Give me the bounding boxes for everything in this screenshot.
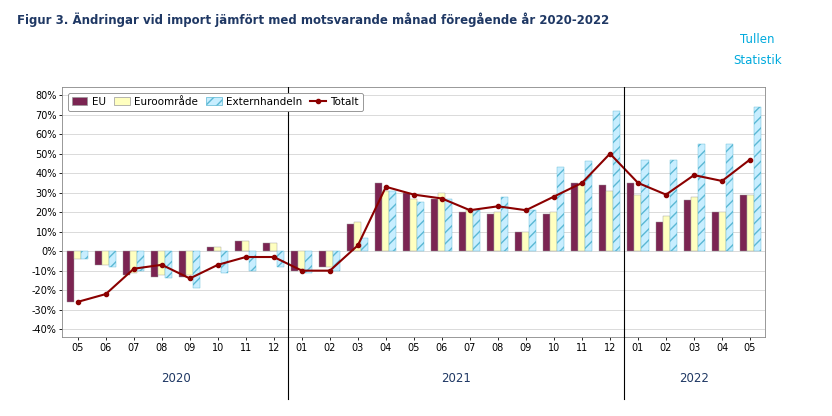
Bar bbox=[404, 193, 410, 251]
Bar bbox=[627, 183, 635, 251]
Bar bbox=[123, 251, 131, 275]
Bar bbox=[418, 203, 424, 251]
Bar bbox=[186, 251, 193, 275]
Bar bbox=[299, 251, 305, 269]
Bar bbox=[572, 183, 578, 251]
Bar bbox=[250, 251, 256, 271]
Bar bbox=[740, 195, 746, 251]
Bar bbox=[361, 238, 369, 251]
Bar bbox=[635, 195, 641, 251]
Bar bbox=[516, 232, 522, 251]
Bar bbox=[711, 212, 719, 251]
Bar bbox=[137, 251, 144, 271]
Bar bbox=[600, 185, 607, 251]
Bar bbox=[578, 185, 586, 251]
Bar bbox=[109, 251, 116, 267]
Text: Statistik: Statistik bbox=[733, 54, 781, 67]
Bar bbox=[221, 251, 228, 272]
Text: 2022: 2022 bbox=[679, 372, 709, 385]
Legend: EU, Euroområde, Externhandeln, Totalt: EU, Euroområde, Externhandeln, Totalt bbox=[67, 93, 363, 111]
Bar bbox=[529, 210, 537, 251]
Bar bbox=[151, 251, 158, 277]
Bar bbox=[166, 251, 172, 278]
Bar bbox=[557, 167, 564, 251]
Bar bbox=[102, 251, 109, 265]
Bar bbox=[326, 251, 334, 267]
Bar bbox=[726, 144, 732, 251]
Bar bbox=[473, 210, 480, 251]
Bar bbox=[613, 111, 621, 251]
Bar bbox=[494, 212, 502, 251]
Bar bbox=[502, 197, 508, 251]
Bar bbox=[719, 212, 726, 251]
Bar bbox=[348, 224, 354, 251]
Bar bbox=[383, 191, 389, 251]
Bar bbox=[691, 197, 697, 251]
Bar bbox=[180, 251, 186, 277]
Bar bbox=[354, 222, 361, 251]
Bar bbox=[264, 243, 270, 251]
Bar bbox=[641, 159, 648, 251]
Bar bbox=[445, 198, 453, 251]
Bar bbox=[319, 251, 326, 267]
Bar bbox=[242, 241, 250, 251]
Bar bbox=[670, 159, 676, 251]
Bar bbox=[270, 243, 277, 251]
Bar bbox=[375, 183, 383, 251]
Bar bbox=[131, 251, 137, 272]
Text: 2020: 2020 bbox=[161, 372, 191, 385]
Bar bbox=[334, 251, 340, 271]
Bar bbox=[410, 198, 418, 251]
Bar bbox=[607, 191, 613, 251]
Bar bbox=[193, 251, 201, 288]
Bar bbox=[74, 251, 82, 259]
Text: 2021: 2021 bbox=[441, 372, 471, 385]
Bar bbox=[235, 241, 242, 251]
Bar bbox=[488, 214, 494, 251]
Bar bbox=[684, 201, 691, 251]
Bar bbox=[467, 210, 473, 251]
Bar bbox=[291, 251, 299, 271]
Bar bbox=[438, 193, 445, 251]
Bar bbox=[215, 247, 221, 251]
Bar bbox=[389, 191, 396, 251]
Bar bbox=[543, 214, 551, 251]
Bar bbox=[305, 251, 312, 272]
Bar bbox=[656, 222, 662, 251]
Bar bbox=[67, 251, 74, 302]
Bar bbox=[746, 195, 754, 251]
Bar bbox=[662, 216, 670, 251]
Bar bbox=[158, 251, 166, 275]
Bar bbox=[96, 251, 102, 265]
Bar bbox=[432, 198, 438, 251]
Bar bbox=[207, 247, 215, 251]
Bar bbox=[697, 144, 705, 251]
Bar bbox=[522, 232, 529, 251]
Bar bbox=[754, 107, 760, 251]
Bar bbox=[277, 251, 285, 267]
Text: Tullen: Tullen bbox=[740, 33, 775, 46]
Bar bbox=[551, 212, 557, 251]
Text: Figur 3. Ändringar vid import jämfört med motsvarande månad föregående år 2020-2: Figur 3. Ändringar vid import jämfört me… bbox=[17, 12, 609, 27]
Bar bbox=[459, 212, 467, 251]
Bar bbox=[586, 161, 592, 251]
Bar bbox=[82, 251, 88, 259]
